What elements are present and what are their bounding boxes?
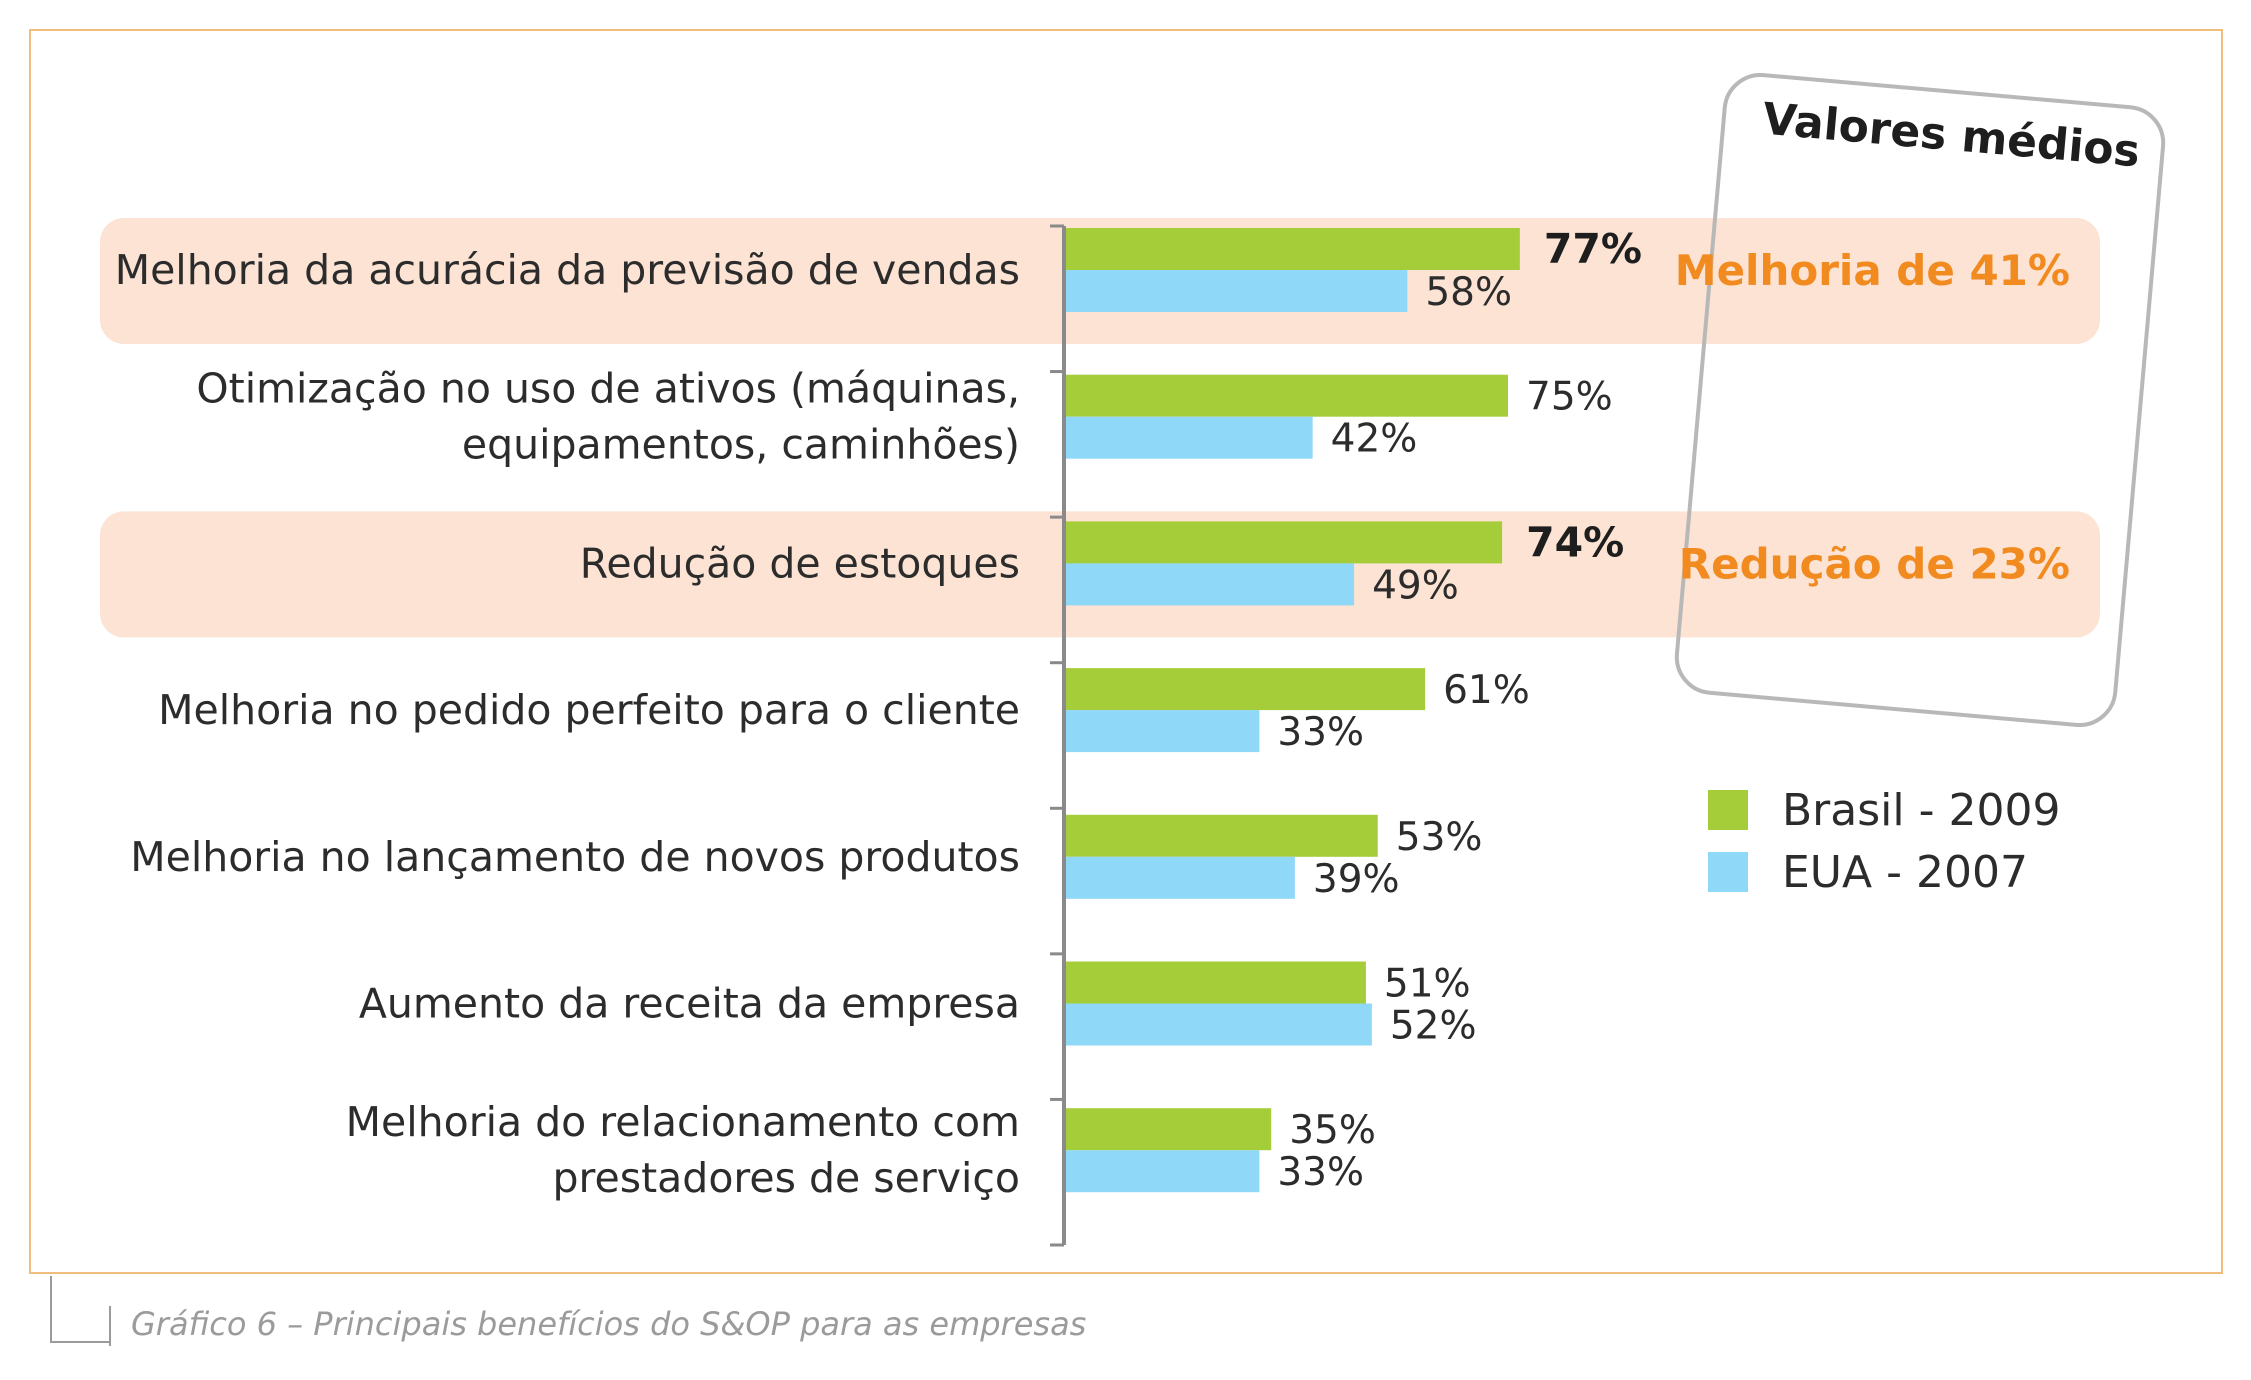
value-label: 49% [1372,563,1459,608]
value-label: 58% [1425,270,1512,315]
value-label: 75% [1526,375,1613,420]
value-label: 51% [1384,962,1471,1007]
value-label: 39% [1313,857,1400,902]
category-label: Redução de estoques [580,539,1020,587]
value-label: 33% [1277,1150,1364,1195]
bars [1064,228,1520,1193]
legend-label: EUA - 2007 [1782,847,2028,898]
bar-brasil [1064,228,1520,270]
bar-brasil [1064,521,1503,564]
value-label: 61% [1443,668,1530,713]
value-label: 52% [1390,1004,1477,1049]
bar-brasil [1064,374,1508,417]
bar-eua [1064,416,1313,459]
value-label: 53% [1396,815,1483,860]
category-label: Melhoria da acurácia da previsão de vend… [115,246,1020,294]
category-label: Aumento da receita da empresa [359,980,1020,1028]
annotation-box-outline [1674,73,2166,727]
category-label: Otimização no uso de ativos (máquinas, [196,365,1020,413]
category-labels: Melhoria da acurácia da previsão de vend… [115,246,1020,1202]
category-axis [1050,224,1066,1247]
legend-swatch [1708,852,1748,892]
category-label: equipamentos, caminhões) [462,421,1020,469]
value-label: 42% [1331,417,1418,462]
bar-eua [1064,563,1355,606]
bar-eua [1064,710,1260,753]
chart-frame [29,29,2223,1274]
legend-label: Brasil - 2009 [1782,785,2060,836]
bar-eua [1064,1150,1260,1193]
caption-tick [109,1306,111,1346]
figure-caption: Gráfico 6 – Principais benefícios do S&O… [131,1305,1087,1343]
bar-eua [1064,856,1295,899]
bar-brasil [1064,814,1378,857]
annotation-label: Melhoria de 41% [1675,246,2070,295]
annotation-label: Redução de 23% [1679,539,2070,588]
category-label: Melhoria no lançamento de novos produtos [130,833,1020,881]
value-label: 35% [1289,1108,1376,1153]
category-label: prestadores de serviço [553,1154,1020,1202]
bar-eua [1064,270,1408,312]
caption-bracket [50,1276,110,1343]
annotations: Melhoria de 41% Redução de 23% [1675,246,2070,588]
annotation-box-title: Valores médios [1761,94,2142,178]
category-label: Melhoria no pedido perfeito para o clien… [158,686,1020,734]
bar-brasil [1064,961,1366,1004]
bar-brasil [1064,668,1426,711]
legend-swatch [1708,790,1748,830]
value-label: 74% [1526,518,1624,566]
value-labels: 77%58%75%42%74%49%61%33%53%39%51%52%35%3… [1277,225,1642,1195]
category-label: Melhoria do relacionamento com [346,1098,1020,1146]
bar-eua [1064,1003,1372,1046]
value-label: 77% [1544,225,1642,273]
bar-brasil [1064,1108,1272,1151]
legend: Brasil - 2009 EUA - 2007 [1708,785,2060,898]
value-label: 33% [1277,710,1364,755]
